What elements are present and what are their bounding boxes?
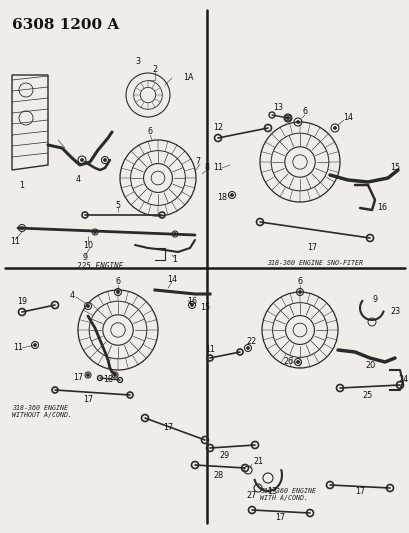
- Text: 17: 17: [306, 244, 316, 253]
- Text: 1: 1: [20, 181, 25, 190]
- Text: 5: 5: [115, 200, 120, 209]
- Text: 8: 8: [204, 164, 209, 173]
- Text: 11: 11: [204, 345, 214, 354]
- Circle shape: [246, 346, 249, 350]
- Circle shape: [230, 193, 233, 197]
- Text: 9: 9: [82, 254, 88, 262]
- Text: 3: 3: [135, 58, 140, 67]
- Text: 17: 17: [73, 374, 83, 383]
- Text: 15: 15: [200, 303, 209, 312]
- Circle shape: [103, 158, 106, 161]
- Circle shape: [296, 360, 299, 364]
- Text: 11: 11: [13, 343, 23, 352]
- Text: 7: 7: [195, 157, 200, 166]
- Text: 318-360 ENGINE: 318-360 ENGINE: [12, 405, 68, 411]
- Text: 2: 2: [152, 66, 157, 75]
- Circle shape: [93, 230, 96, 233]
- Text: 13: 13: [272, 103, 282, 112]
- Text: 17: 17: [354, 488, 364, 497]
- Text: 6: 6: [115, 278, 120, 287]
- Text: 4: 4: [70, 290, 74, 300]
- Circle shape: [116, 290, 119, 294]
- Circle shape: [190, 303, 193, 306]
- Text: 1A: 1A: [182, 74, 193, 83]
- Text: 26: 26: [282, 358, 292, 367]
- Text: 6: 6: [302, 108, 307, 117]
- Circle shape: [173, 232, 176, 236]
- Text: 318-360 ENGINE SNO-FITER: 318-360 ENGINE SNO-FITER: [266, 260, 362, 266]
- Text: WITH A/COND.: WITH A/COND.: [259, 495, 307, 501]
- Text: 9: 9: [371, 295, 377, 304]
- Text: 16: 16: [187, 297, 196, 306]
- Text: 11: 11: [10, 238, 20, 246]
- Text: 22: 22: [246, 337, 256, 346]
- Text: 17: 17: [162, 424, 173, 432]
- Text: 18: 18: [216, 193, 227, 203]
- Circle shape: [333, 126, 336, 130]
- Text: 19: 19: [17, 297, 27, 306]
- Text: 13: 13: [266, 488, 276, 497]
- Circle shape: [80, 158, 83, 161]
- Text: WITHOUT A/COND.: WITHOUT A/COND.: [12, 412, 72, 418]
- Text: 225 ENGINE: 225 ENGINE: [77, 262, 123, 271]
- Text: 16: 16: [376, 204, 386, 213]
- Text: 23: 23: [389, 308, 399, 317]
- Text: 14: 14: [342, 114, 352, 123]
- Text: 318-360 ENGINE: 318-360 ENGINE: [259, 488, 315, 494]
- Text: 28: 28: [212, 471, 222, 480]
- Text: 6: 6: [297, 278, 302, 287]
- Text: 29: 29: [219, 450, 229, 459]
- Circle shape: [86, 304, 89, 308]
- Text: 18: 18: [103, 376, 113, 384]
- Circle shape: [113, 374, 116, 376]
- Text: 6: 6: [147, 127, 152, 136]
- Text: 12: 12: [212, 124, 222, 133]
- Circle shape: [298, 290, 301, 294]
- Text: 20: 20: [364, 360, 374, 369]
- Text: 17: 17: [83, 395, 93, 405]
- Text: 10: 10: [83, 240, 93, 249]
- Text: 24: 24: [397, 376, 407, 384]
- Text: 27: 27: [246, 490, 256, 499]
- Text: 11: 11: [213, 164, 222, 173]
- Text: 15: 15: [389, 164, 399, 173]
- Circle shape: [86, 374, 89, 376]
- Text: 14: 14: [166, 276, 177, 285]
- Text: 6308 1200 A: 6308 1200 A: [12, 18, 119, 32]
- Text: 1: 1: [172, 255, 177, 264]
- Text: 4: 4: [75, 175, 80, 184]
- Circle shape: [20, 227, 23, 230]
- Circle shape: [286, 117, 289, 119]
- Text: 21: 21: [252, 457, 263, 466]
- Text: 17: 17: [274, 513, 284, 522]
- Circle shape: [296, 120, 299, 124]
- Text: 25: 25: [362, 391, 372, 400]
- Circle shape: [34, 343, 36, 346]
